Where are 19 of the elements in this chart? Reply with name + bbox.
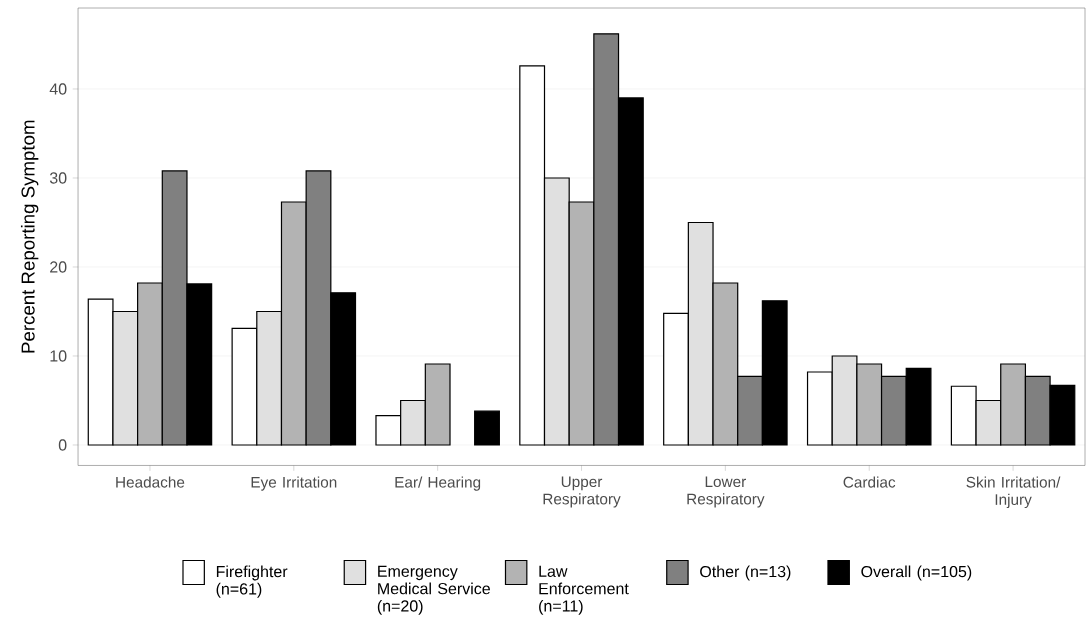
y-tick-label: 10 bbox=[50, 350, 67, 362]
x-tick-label: Skin Irritation/ Injury bbox=[966, 476, 1061, 509]
legend-label: Firefighter (n=61) bbox=[216, 565, 288, 598]
x-tick-label: Cardiac bbox=[843, 476, 896, 488]
x-tick-label: Ear/ Hearing bbox=[395, 476, 481, 491]
x-tick-label: Lower Respiratory bbox=[687, 476, 765, 508]
legend-label: Other (n=13) bbox=[700, 565, 791, 581]
y-tick-label: 0 bbox=[58, 439, 67, 451]
legend-label: Emergency Medical Service (n=20) bbox=[377, 566, 490, 616]
y-tick-label: 30 bbox=[49, 172, 67, 184]
y-tick-label: 20 bbox=[50, 261, 67, 273]
x-tick-label: Eye Irritation bbox=[251, 476, 337, 491]
legend-label: Law Enforcement (n=11) bbox=[539, 566, 629, 616]
y-axis-title: Percent Reporting Symptom bbox=[20, 120, 39, 353]
legend-label: Overall (n=105) bbox=[861, 565, 972, 581]
y-tick-label: 40 bbox=[49, 83, 67, 95]
bar bbox=[474, 410, 500, 446]
x-tick-label: Upper Respiratory bbox=[543, 476, 621, 508]
x-tick-label: Headache bbox=[116, 476, 185, 488]
